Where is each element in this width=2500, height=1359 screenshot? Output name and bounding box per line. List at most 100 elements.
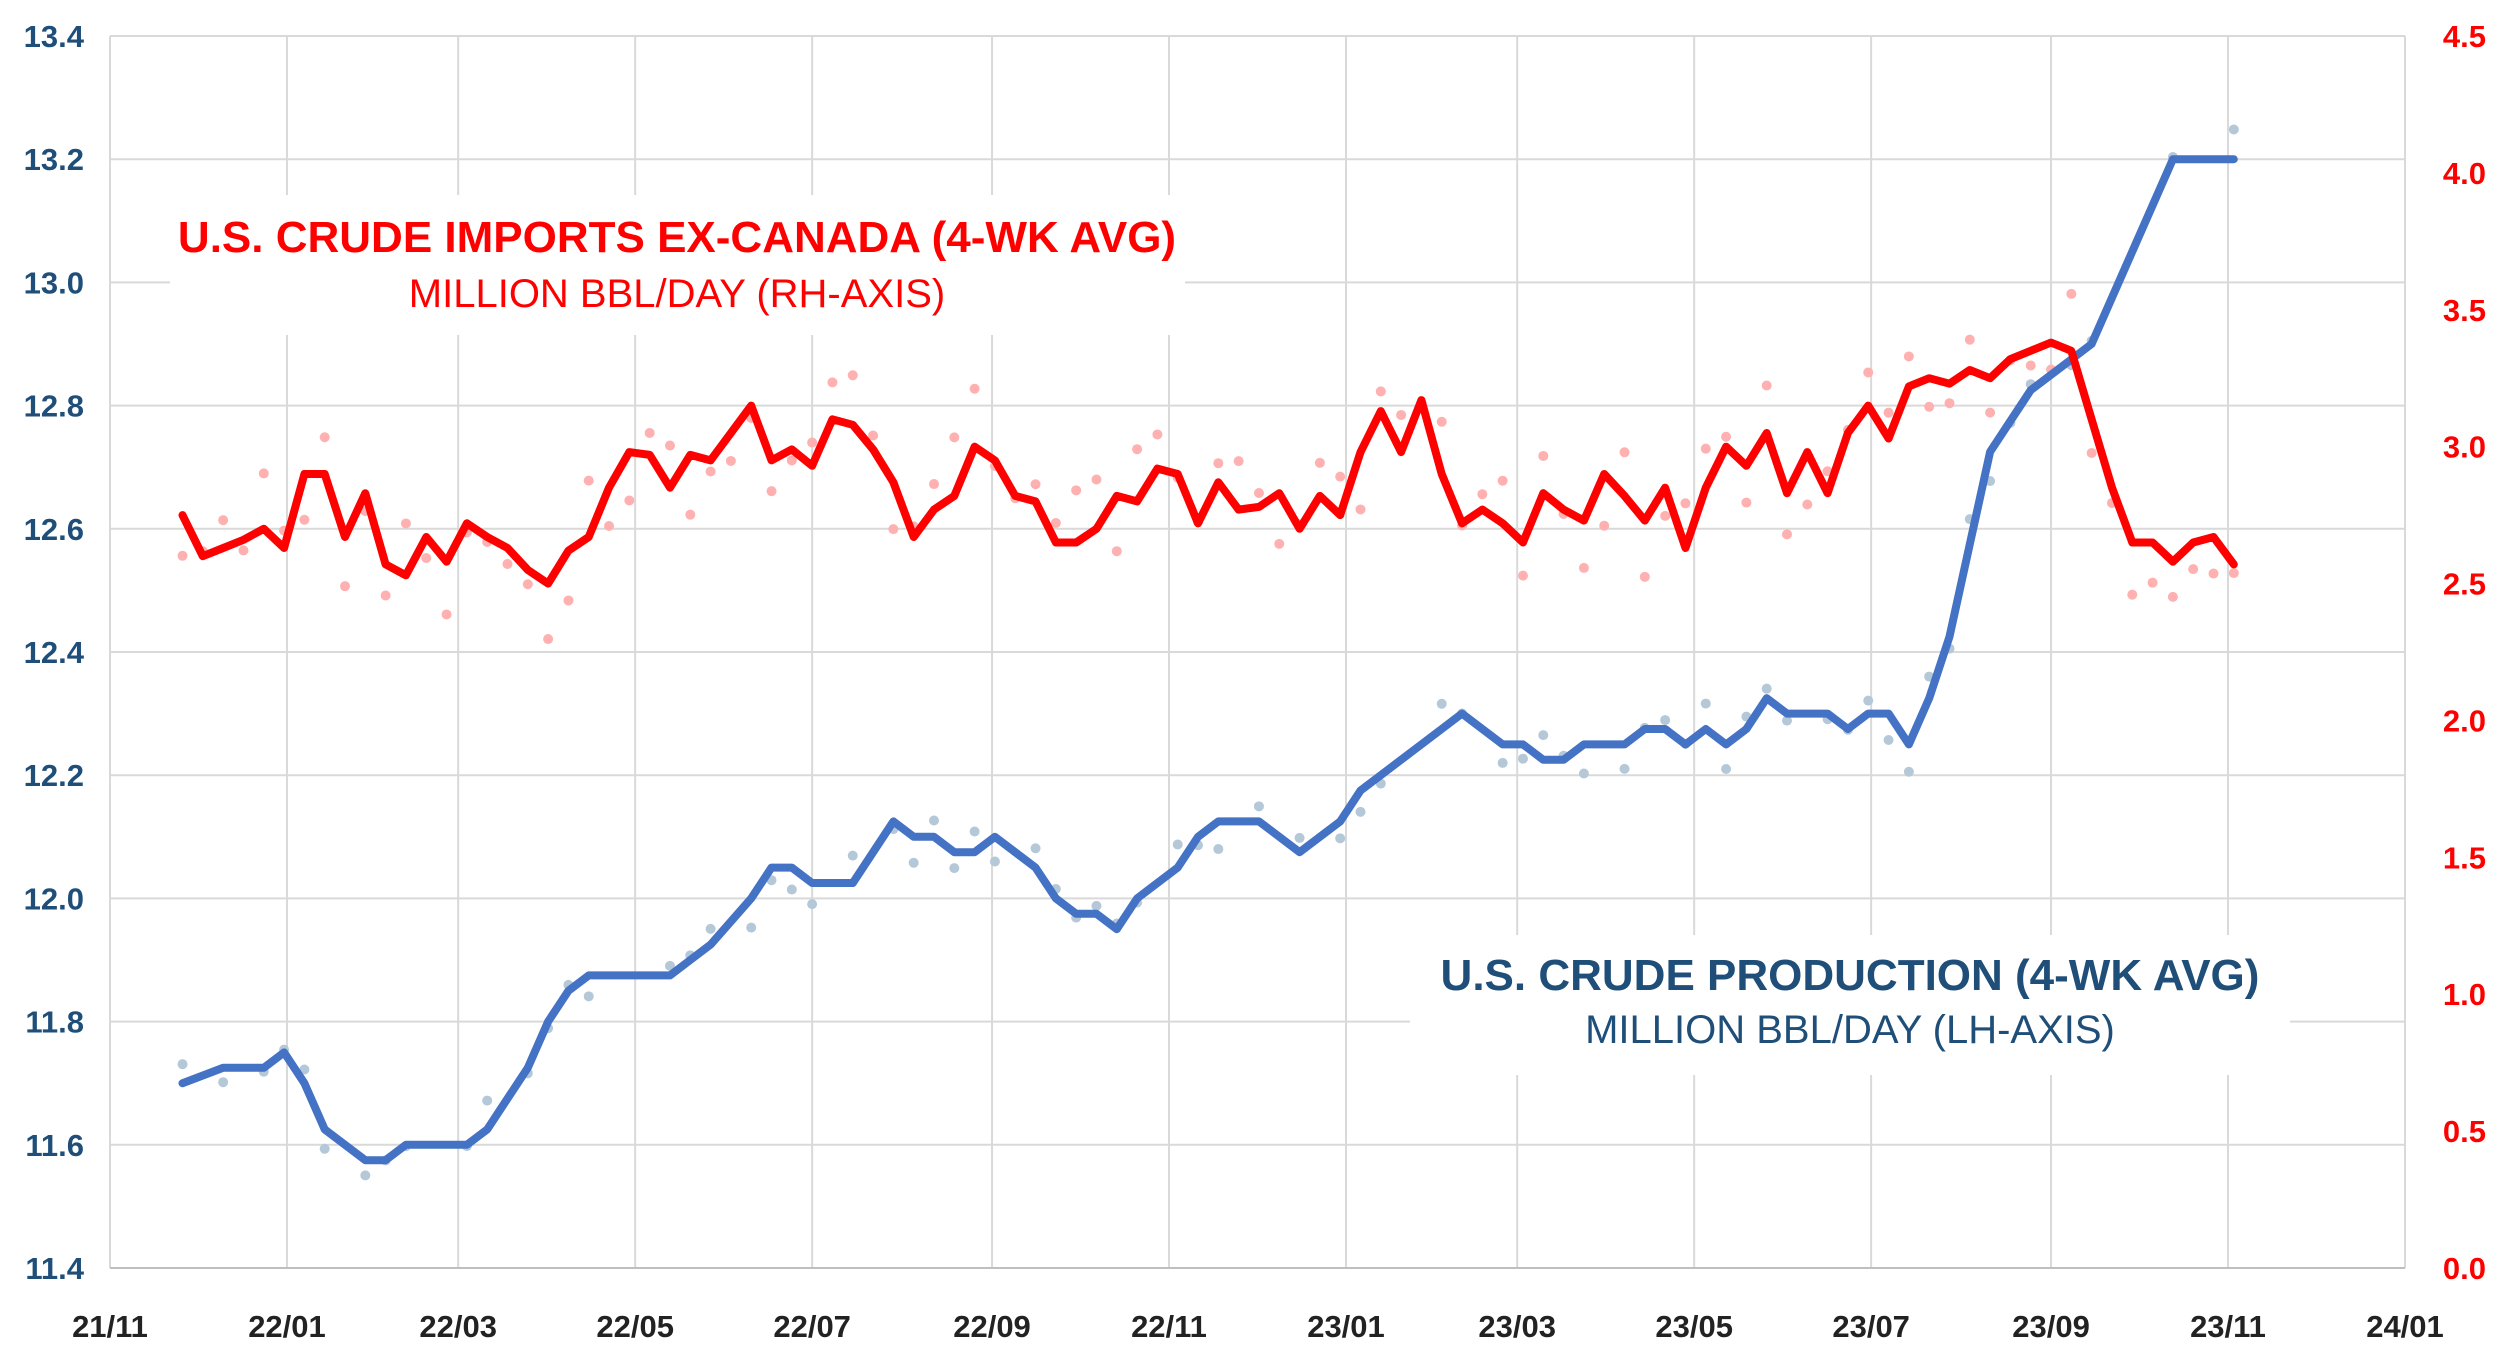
imports-weekly-dot: [1639, 571, 1650, 582]
imports-weekly-dot: [725, 455, 736, 466]
production-weekly-dot: [908, 857, 919, 868]
imports-weekly-dot: [1883, 407, 1894, 418]
imports-weekly-dot: [1660, 510, 1671, 521]
imports-weekly-dot: [1253, 487, 1264, 498]
left-tick-label: 11.8: [25, 1005, 84, 1040]
imports-weekly-dot: [868, 430, 879, 441]
imports-weekly-dot: [807, 437, 818, 448]
imports-line: [178, 338, 2238, 588]
left-tick-label: 11.6: [25, 1128, 84, 1163]
x-axis-ticks: 21/11 22/01 22/03 22/05 22/07 22/09 22/11 23/01…: [72, 1309, 2444, 1344]
production-weekly-dot: [1619, 763, 1630, 774]
imports-weekly-dot: [1985, 407, 1996, 418]
imports-weekly-dot: [1213, 458, 1224, 469]
imports-weekly-dot: [969, 383, 980, 394]
imports-weekly-dot: [1517, 570, 1528, 581]
x-tick-label: 23/11: [2190, 1309, 2266, 1344]
imports-weekly-dot: [604, 521, 615, 532]
imports-weekly-dot: [2188, 564, 2199, 575]
production-weekly-dot: [989, 856, 1000, 867]
imports-weekly-dot: [705, 466, 716, 477]
imports-weekly-dot: [522, 579, 533, 590]
production-weekly-dot: [1578, 768, 1589, 779]
production-weekly-dot: [1883, 735, 1894, 746]
production-weekly-dot: [1091, 900, 1102, 911]
production-weekly-dot: [1782, 715, 1793, 726]
imports-weekly-dot: [340, 581, 351, 592]
production-weekly-dot: [786, 884, 797, 895]
imports-label: U.S. CRUDE IMPORTS EX-CANADA (4-WK AVG) …: [170, 195, 1185, 335]
production-label-box: [1410, 935, 2290, 1075]
imports-weekly-dot: [218, 515, 229, 526]
production-weekly-dot: [1335, 833, 1346, 844]
imports-weekly-dot: [1782, 529, 1793, 540]
x-tick-label: 22/09: [953, 1309, 1031, 1344]
production-weekly-dot: [299, 1064, 310, 1075]
weekly-dots: [177, 124, 2239, 1181]
imports-weekly-dot: [177, 550, 188, 561]
imports-weekly-dot: [624, 495, 635, 506]
imports-weekly-dot: [1091, 474, 1102, 485]
imports-weekly-dot: [563, 595, 574, 606]
imports-weekly-dot: [1132, 444, 1143, 455]
x-tick-label: 22/11: [1131, 1309, 1207, 1344]
x-tick-label: 22/05: [596, 1309, 674, 1344]
imports-weekly-dot: [2127, 589, 2138, 600]
production-weekly-dot: [583, 991, 594, 1002]
imports-weekly-dot: [1680, 498, 1691, 509]
imports-weekly-dot: [1274, 538, 1285, 549]
imports-weekly-dot: [1477, 489, 1488, 500]
imports-weekly-dot: [2147, 577, 2158, 588]
right-axis-ticks: 0.0 0.5 1.0 1.5 2.0 2.5 3.0 3.5 4.0 4.5: [2443, 19, 2486, 1286]
production-weekly-dot: [1172, 839, 1183, 850]
right-tick-label: 3.5: [2443, 293, 2486, 328]
imports-weekly-dot: [1802, 499, 1813, 510]
production-weekly-dot: [1436, 698, 1447, 709]
imports-weekly-dot: [1396, 409, 1407, 420]
production-label-title: U.S. CRUDE PRODUCTION (4-WK AVG): [1441, 951, 2260, 1000]
imports-weekly-dot: [928, 479, 939, 490]
imports-weekly-dot: [2025, 360, 2036, 371]
production-weekly-dot: [1721, 764, 1732, 775]
imports-weekly-dot: [299, 514, 310, 525]
imports-weekly-dot: [1375, 386, 1386, 397]
production-weekly-dot: [1903, 766, 1914, 777]
imports-weekly-dot: [1497, 475, 1508, 486]
right-tick-label: 1.5: [2443, 840, 2486, 875]
imports-label-subtitle: MILLION BBL/DAY (RH-AXIS): [409, 272, 945, 316]
left-tick-label: 12.2: [24, 758, 84, 793]
production-label-subtitle: MILLION BBL/DAY (LH-AXIS): [1585, 1008, 2115, 1052]
imports-weekly-dot: [1314, 457, 1325, 468]
right-tick-label: 0.5: [2443, 1114, 2486, 1149]
production-weekly-dot: [1660, 715, 1671, 726]
production-weekly-dot: [1355, 806, 1366, 817]
imports-weekly-dot: [380, 590, 391, 601]
production-weekly-dot: [1213, 844, 1224, 855]
imports-label-box: [170, 195, 1185, 335]
imports-weekly-dot: [1741, 497, 1752, 508]
imports-weekly-dot: [847, 370, 858, 381]
production-weekly-dot: [1538, 730, 1549, 741]
right-tick-label: 0.0: [2443, 1251, 2486, 1286]
imports-weekly-dot: [786, 455, 797, 466]
imports-weekly-dot: [2086, 447, 2097, 458]
imports-weekly-dot: [421, 552, 432, 563]
imports-weekly-dot: [400, 518, 411, 529]
imports-weekly-dot: [1578, 562, 1589, 573]
production-weekly-dot: [1497, 757, 1508, 768]
production-line: [178, 155, 2238, 1165]
right-tick-label: 3.0: [2443, 430, 2486, 465]
left-tick-label: 11.4: [25, 1251, 84, 1286]
imports-weekly-dot: [1944, 398, 1955, 409]
production-label: U.S. CRUDE PRODUCTION (4-WK AVG) MILLION…: [1410, 935, 2290, 1075]
imports-weekly-dot: [685, 509, 696, 520]
imports-weekly-dot: [827, 377, 838, 388]
right-tick-label: 2.5: [2443, 567, 2486, 602]
left-tick-label: 13.4: [24, 19, 85, 54]
imports-weekly-dot: [1761, 380, 1772, 391]
production-weekly-dot: [664, 960, 675, 971]
production-weekly-dot: [218, 1077, 229, 1088]
imports-label-title: U.S. CRUDE IMPORTS EX-CANADA (4-WK AVG): [178, 213, 1176, 262]
production-weekly-dot: [807, 899, 818, 910]
